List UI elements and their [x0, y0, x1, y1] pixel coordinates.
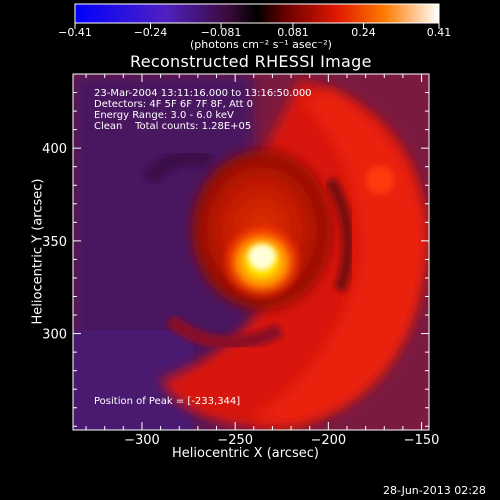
- colorbar-tick-label: 0.081: [277, 26, 309, 39]
- heatmap-image: [73, 74, 429, 430]
- colorbar-tick-label: 0.24: [351, 26, 376, 39]
- colorbar-tick-label: −0.081: [201, 26, 242, 39]
- annotation-counts: Clean Total counts: 1.28E+05: [94, 121, 252, 132]
- chart-title: Reconstructed RHESSI Image: [130, 52, 372, 71]
- y-tick-label: 300: [42, 328, 67, 343]
- y-tick-label: 350: [42, 235, 67, 250]
- annotation-detectors: Detectors: 4F 5F 6F 7F 8F, Att 0: [94, 99, 254, 110]
- y-axis-label: Heliocentric Y (arcsec): [30, 178, 46, 325]
- x-tick-label: −150: [404, 433, 440, 448]
- colorbar-tick-label: 0.41: [427, 26, 452, 39]
- annotation-energy: Energy Range: 3.0 - 6.0 keV: [94, 110, 234, 121]
- colorbar-frame: [74, 3, 440, 24]
- annotation-time: 23-Mar-2004 13:11:16.000 to 13:16:50.000: [94, 88, 312, 99]
- footer-timestamp: 28-Jun-2013 02:28: [383, 484, 486, 497]
- colorbar-tick-label: −0.24: [134, 26, 168, 39]
- colorbar-unit-label: (photons cm⁻² s⁻¹ asec⁻²): [190, 38, 332, 51]
- colorbar-tick-label: −0.41: [58, 26, 92, 39]
- colorbar-ticks: −0.41 −0.24 −0.081 0.081 0.24 0.41: [58, 23, 451, 39]
- x-tick-label: −250: [217, 433, 253, 448]
- x-axis-label: Heliocentric X (arcsec): [172, 446, 319, 461]
- x-tick-label: −300: [124, 433, 160, 448]
- x-tick-label: −200: [310, 433, 346, 448]
- plot-frame: [72, 73, 430, 431]
- y-tick-label: 400: [42, 142, 67, 157]
- peak-position-label: Position of Peak = [-233,344]: [94, 396, 241, 407]
- colorbar: [75, 4, 439, 23]
- axis-ticks: −300 −250 −200 −150 300 350 400: [42, 73, 440, 448]
